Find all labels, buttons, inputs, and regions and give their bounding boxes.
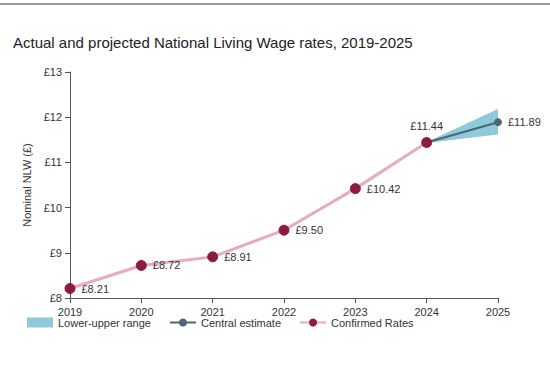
svg-text:£10.42: £10.42 [367, 183, 401, 195]
svg-text:Nominal NLW (£): Nominal NLW (£) [21, 143, 33, 227]
svg-text:£11.44: £11.44 [410, 120, 443, 132]
svg-text:£11: £11 [44, 156, 62, 168]
svg-text:Confirmed Rates: Confirmed Rates [331, 317, 414, 329]
svg-text:Actual and projected National: Actual and projected National Living Wag… [13, 34, 413, 51]
svg-text:£10: £10 [44, 202, 62, 214]
svg-text:2021: 2021 [200, 305, 225, 318]
svg-text:£8.72: £8.72 [153, 259, 181, 271]
svg-text:£9.50: £9.50 [296, 224, 324, 236]
svg-text:£8: £8 [50, 292, 62, 304]
svg-text:2025: 2025 [486, 306, 510, 318]
svg-text:£13: £13 [44, 66, 62, 78]
svg-text:£8.91: £8.91 [224, 251, 252, 263]
svg-text:2022: 2022 [271, 305, 297, 318]
svg-text:2024: 2024 [414, 306, 438, 318]
svg-text:£11.89: £11.89 [508, 116, 541, 128]
svg-text:2023: 2023 [343, 305, 368, 318]
svg-text:2019: 2019 [57, 305, 83, 318]
svg-text:Central estimate: Central estimate [201, 317, 281, 329]
svg-text:£8.21: £8.21 [82, 283, 110, 295]
svg-text:£9: £9 [50, 247, 62, 259]
svg-text:£12: £12 [44, 111, 62, 123]
svg-text:2020: 2020 [129, 305, 154, 318]
svg-text:Lower-upper range: Lower-upper range [58, 317, 151, 329]
